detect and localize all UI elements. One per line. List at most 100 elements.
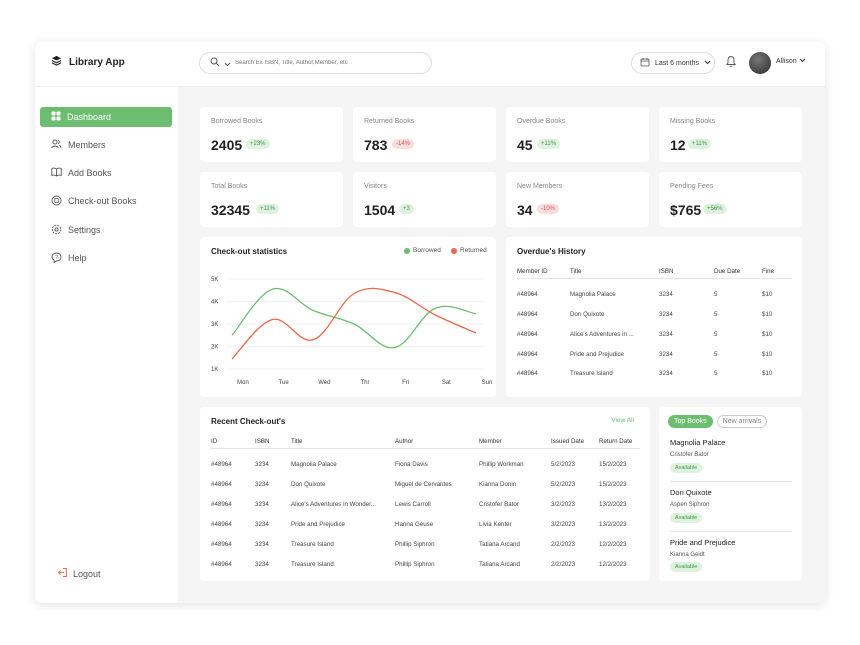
checkout-icon [51, 195, 62, 208]
chevron-down-icon[interactable] [224, 54, 231, 72]
column-header: Member [479, 438, 502, 445]
user-menu[interactable]: Allison [776, 58, 806, 65]
cell-return-date: 13/2/2023 [599, 501, 627, 508]
cell-author: Lewis Carroll [395, 501, 431, 508]
view-all-link[interactable]: View All [611, 417, 634, 424]
avatar[interactable] [749, 52, 771, 74]
legend-item-borrowed: Borrowed [404, 247, 441, 254]
sidebar-item-settings[interactable]: Settings [40, 220, 172, 240]
top-bar: Library App Last 6 months Allison [35, 42, 825, 87]
sidebar-item-checkout-books[interactable]: Check-out Books [40, 191, 172, 211]
checkout-line-chart: 5K 4K 3K 2K 1K Mon Tue Wed Thr Fri Sat Sun [211, 277, 492, 386]
cell-due-date: 5 [714, 311, 718, 318]
column-header: Return Date [599, 438, 633, 445]
cell-isbn: 3234 [659, 311, 673, 318]
cell-author: Phillip Siphron [395, 541, 435, 548]
cell-title: Magnolia Palace [570, 291, 616, 298]
cell-member: Tatiana Arcand [479, 541, 520, 548]
cell-member: Phillip Workman [479, 461, 524, 468]
cell-issued-date: 3/2/2023 [551, 501, 576, 508]
cell-isbn: 3234 [255, 521, 269, 528]
column-header: ID [211, 438, 218, 445]
cell-return-date: 13/2/2023 [599, 521, 627, 528]
stat-label: Total Books [211, 183, 248, 190]
cell-member-id: #48964 [517, 370, 538, 377]
cell-id: #48964 [211, 541, 232, 548]
stat-value: 783 [364, 137, 388, 153]
cell-return-date: 12/2/2023 [599, 561, 627, 568]
stat-value: 12 [670, 137, 686, 153]
tab-new-arrivals[interactable]: New arrivals [716, 415, 768, 428]
book-title: Pride and Prejudice [670, 538, 736, 547]
book-title: Magnolia Palace [670, 438, 726, 447]
cell-title: Treasure Island [291, 561, 334, 568]
search-icon[interactable] [210, 54, 220, 72]
stat-card-borrowed-books: Borrowed Books 2405 +23% [200, 107, 343, 162]
y-tick-label: 2K [211, 345, 218, 351]
legend-dot [451, 247, 457, 254]
x-tick-label: Tue [279, 380, 290, 386]
x-tick-label: Fri [402, 380, 409, 386]
book-author: Kianna Geidt [670, 552, 705, 558]
cell-title: Pride and Prejudice [291, 521, 346, 528]
cell-isbn: 3234 [659, 291, 673, 298]
logout-button[interactable]: Logout [57, 567, 101, 580]
cell-title: Treasure Island [291, 541, 334, 548]
column-header: Issued Date [551, 438, 585, 445]
cell-member-id: #48964 [517, 351, 538, 358]
stat-value: 1504 [364, 202, 396, 218]
bell-icon[interactable] [725, 55, 737, 73]
cell-return-date: 15/2/2023 [599, 481, 627, 488]
cell-fine: $10 [762, 311, 773, 318]
period-label: Last 6 months [655, 59, 699, 67]
cell-member: Cristofer Bator [479, 501, 519, 508]
cell-isbn: 3234 [255, 501, 269, 508]
stat-card-overdue-books: Overdue Books 45 +11% [506, 107, 649, 162]
app-logo[interactable]: Library App [51, 55, 125, 69]
calendar-icon [640, 57, 650, 69]
stat-value: $765 [670, 202, 702, 218]
stat-card-returned-books: Returned Books 783 -14% [353, 107, 496, 162]
sidebar-item-members[interactable]: Members [40, 135, 172, 155]
cell-issued-date: 2/2/2023 [551, 541, 576, 548]
cell-due-date: 5 [714, 331, 718, 338]
period-selector[interactable]: Last 6 months [631, 52, 715, 74]
chart-title: Check-out statistics [211, 247, 288, 256]
cell-author: Miguel de Cervantes [395, 481, 452, 488]
y-tick-label: 1K [211, 367, 218, 373]
cell-author: Fiona Davis [395, 461, 428, 468]
sidebar-item-label: Members [68, 140, 106, 150]
cell-title: Treasure Island [570, 370, 613, 377]
search-bar[interactable] [199, 52, 432, 74]
search-input[interactable] [235, 60, 425, 66]
divider [211, 448, 640, 449]
cell-author: Hanna Geuse [395, 521, 434, 528]
sidebar-item-add-books[interactable]: Add Books [40, 163, 172, 183]
sidebar-item-dashboard[interactable]: Dashboard [40, 107, 172, 127]
divider [670, 481, 792, 482]
cell-isbn: 3234 [659, 331, 673, 338]
legend-label: Returned [460, 247, 487, 254]
cell-member: Livia Kenter [479, 521, 512, 528]
cell-isbn: 3234 [659, 370, 673, 377]
cell-fine: $10 [762, 291, 773, 298]
change-badge: +3 [399, 204, 414, 214]
logout-icon [57, 567, 68, 580]
stat-card-pending-fees: Pending Fees $765 +56% [659, 172, 802, 227]
cell-isbn: 3234 [659, 351, 673, 358]
book-open-icon [51, 167, 62, 179]
divider [670, 531, 792, 532]
tab-top-books[interactable]: Top Books [668, 415, 713, 428]
sidebar-item-label: Settings [68, 225, 101, 235]
cell-isbn: 3234 [255, 541, 269, 548]
app-window: Library App Last 6 months Allison [35, 42, 825, 603]
cell-isbn: 3234 [255, 461, 269, 468]
cell-return-date: 15/2/2023 [599, 461, 627, 468]
change-badge: +56% [703, 204, 727, 214]
sidebar-item-help[interactable]: ? Help [40, 248, 172, 268]
x-tick-label: Thr [361, 380, 370, 386]
y-tick-label: 4K [211, 300, 218, 306]
divider [517, 278, 792, 279]
cell-title: Magnolia Palace [291, 461, 337, 468]
sidebar-item-label: Dashboard [67, 112, 112, 122]
